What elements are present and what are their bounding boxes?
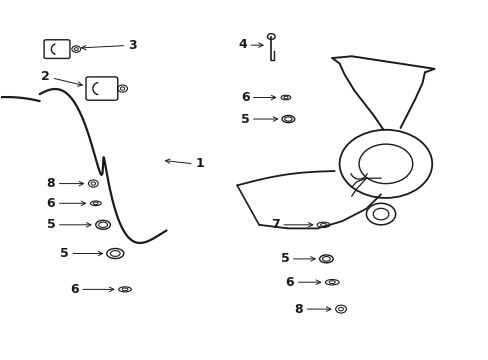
Text: 5: 5 (46, 218, 55, 231)
Text: 2: 2 (41, 70, 49, 83)
Text: 3: 3 (128, 39, 137, 52)
Text: 8: 8 (46, 177, 55, 190)
Text: 5: 5 (60, 247, 69, 260)
Text: 5: 5 (280, 252, 289, 265)
Text: 1: 1 (195, 157, 204, 170)
Text: 6: 6 (70, 283, 79, 296)
Text: 6: 6 (46, 197, 55, 210)
Text: 6: 6 (240, 91, 249, 104)
Text: 6: 6 (285, 276, 294, 289)
Text: 5: 5 (240, 113, 249, 126)
Text: 7: 7 (270, 218, 279, 231)
Text: 8: 8 (294, 303, 303, 316)
Text: 4: 4 (238, 38, 246, 51)
